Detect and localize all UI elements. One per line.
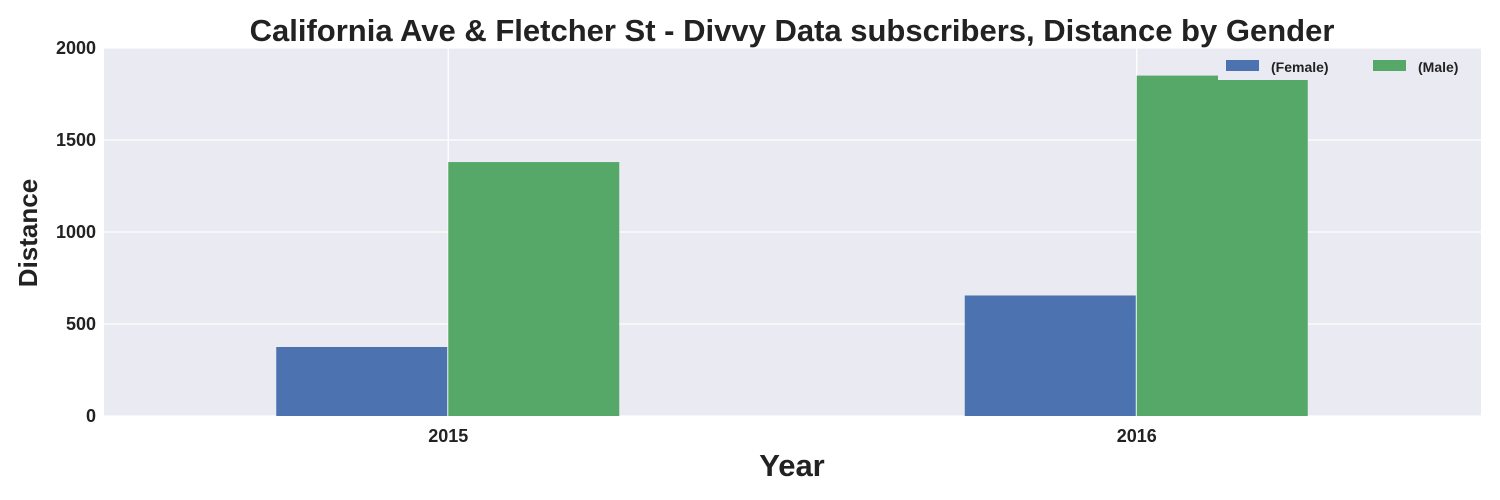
y-tick-label: 2000 [56, 38, 96, 58]
bar-male-2015 [448, 162, 620, 416]
y-tick-label: 500 [66, 314, 96, 334]
bar-female-2015 [276, 347, 448, 416]
x-axis-ticks: 2015 2016 [428, 426, 1157, 446]
bar-male-2016 [1136, 75, 1308, 416]
legend-swatch [1373, 60, 1406, 71]
legend: (Female) (Male) [1218, 54, 1476, 80]
y-tick-label: 1500 [56, 130, 96, 150]
x-axis-label: Year [759, 448, 825, 483]
legend-label: (Male) [1418, 59, 1458, 75]
x-tick-label: 2016 [1117, 426, 1157, 446]
legend-label: (Female) [1271, 59, 1329, 75]
x-tick-label: 2015 [428, 426, 468, 446]
y-axis-ticks: 0 500 1000 1500 2000 [56, 38, 96, 426]
bars [276, 75, 1308, 416]
legend-box [1218, 54, 1476, 80]
legend-swatch [1226, 60, 1259, 71]
chart-title: California Ave & Fletcher St - Divvy Dat… [250, 13, 1335, 48]
y-tick-label: 1000 [56, 222, 96, 242]
y-axis-label: Distance [13, 179, 43, 287]
bar-female-2016 [964, 295, 1136, 416]
y-tick-label: 0 [86, 406, 96, 426]
